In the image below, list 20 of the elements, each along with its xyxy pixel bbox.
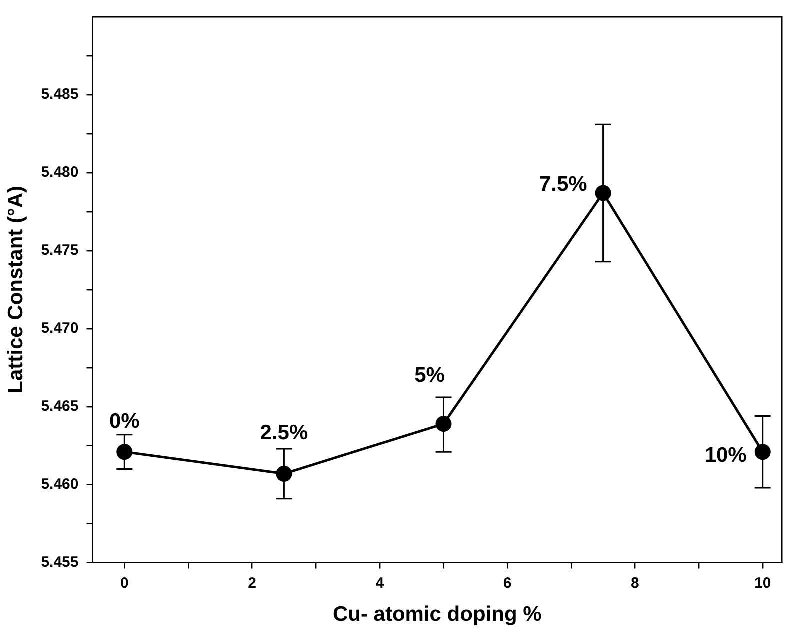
x-tick-label: 2 — [248, 574, 256, 592]
y-tick-label: 5.485 — [41, 86, 79, 104]
x-tick-label: 6 — [503, 574, 512, 592]
y-tick-label: 5.465 — [41, 398, 79, 415]
y-tick-label: 5.470 — [41, 320, 79, 338]
y-tick-label: 5.460 — [41, 476, 79, 493]
annotation: 0% — [109, 410, 140, 433]
annotation: 10% — [704, 444, 748, 467]
x-tick-label: 10 — [754, 574, 772, 592]
y-tick-label: 5.475 — [41, 242, 79, 260]
annotation: 2.5% — [260, 422, 308, 445]
annotation: 7.5% — [539, 173, 588, 196]
y-tick-label: 5.480 — [41, 164, 79, 182]
x-axis-title: Cu- atomic doping % — [332, 603, 542, 626]
annotation: 5% — [414, 364, 446, 387]
x-tick-label: 0 — [120, 574, 129, 592]
y-axis-title: Lattice Constant (°A) — [4, 186, 28, 394]
x-tick-label: 8 — [631, 574, 640, 592]
y-tick-label: 5.455 — [41, 554, 79, 571]
x-tick-label: 4 — [376, 574, 385, 592]
